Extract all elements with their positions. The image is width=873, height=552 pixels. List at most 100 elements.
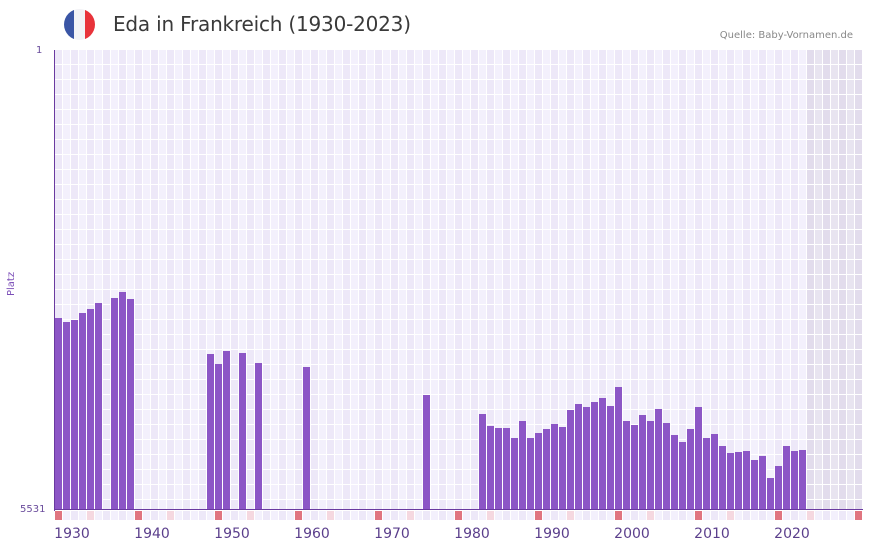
bar-1985[interactable] [495, 428, 502, 510]
grid-cell [215, 185, 222, 199]
grid-cell [127, 215, 134, 229]
grid-cell [511, 200, 518, 214]
bar-2005[interactable] [655, 409, 662, 510]
grid-cell [63, 260, 70, 274]
grid-cell [415, 260, 422, 274]
bar-1986[interactable] [503, 428, 510, 510]
grid-cell [367, 485, 374, 499]
bar-2010[interactable] [695, 407, 702, 510]
grid-cell [279, 260, 286, 274]
bar-1996[interactable] [583, 407, 590, 510]
bar-1990[interactable] [535, 433, 542, 510]
grid-cell [631, 185, 638, 199]
grid-cell [135, 335, 142, 349]
bar-1955[interactable] [255, 363, 262, 510]
grid-cell [151, 110, 158, 124]
bar-1938[interactable] [119, 292, 126, 510]
bar-2002[interactable] [631, 425, 638, 510]
grid-cell [551, 185, 558, 199]
grid-cell [231, 455, 238, 469]
bar-1995[interactable] [575, 404, 582, 510]
grid-cell [847, 425, 854, 439]
grid-cell [191, 350, 198, 364]
bar-1951[interactable] [223, 351, 230, 510]
bar-1997[interactable] [591, 402, 598, 510]
grid-cell [703, 320, 710, 334]
bar-2020[interactable] [775, 466, 782, 510]
bar-2015[interactable] [735, 452, 742, 510]
bar-2004[interactable] [647, 421, 654, 510]
grid-cell [135, 80, 142, 94]
bar-1939[interactable] [127, 299, 134, 510]
bar-1932[interactable] [71, 320, 78, 510]
bar-1987[interactable] [511, 438, 518, 510]
grid-cell [71, 155, 78, 169]
grid-cell [471, 155, 478, 169]
bar-2007[interactable] [671, 435, 678, 510]
grid-cell [663, 305, 670, 319]
grid-cell [479, 110, 486, 124]
bar-1992[interactable] [551, 424, 558, 510]
bar-2006[interactable] [663, 423, 670, 510]
bar-2014[interactable] [727, 453, 734, 510]
bar-1998[interactable] [599, 398, 606, 510]
grid-cell [663, 290, 670, 304]
bar-1976[interactable] [423, 395, 430, 510]
bar-2023[interactable] [799, 450, 806, 510]
grid-cell [199, 395, 206, 409]
grid-cell [415, 140, 422, 154]
grid-cell [207, 260, 214, 274]
bar-1991[interactable] [543, 429, 550, 510]
grid-cell [191, 470, 198, 484]
bar-1950[interactable] [215, 364, 222, 510]
bar-2016[interactable] [743, 451, 750, 510]
grid-cell [367, 335, 374, 349]
bar-1937[interactable] [111, 298, 118, 510]
year-marker [351, 511, 358, 520]
grid-cell [359, 305, 366, 319]
bar-2012[interactable] [711, 434, 718, 510]
bar-1999[interactable] [607, 406, 614, 510]
grid-cell [831, 215, 838, 229]
grid-cell [103, 245, 110, 259]
grid-cell [447, 155, 454, 169]
bar-1984[interactable] [487, 426, 494, 510]
grid-cell [343, 140, 350, 154]
bar-1935[interactable] [95, 303, 102, 510]
bar-1989[interactable] [527, 438, 534, 510]
grid-cell [215, 260, 222, 274]
bar-2018[interactable] [759, 456, 766, 510]
bar-2008[interactable] [679, 442, 686, 510]
bar-2013[interactable] [719, 446, 726, 510]
bar-1988[interactable] [519, 421, 526, 510]
bar-1930[interactable] [55, 318, 62, 510]
grid-cell [471, 95, 478, 109]
bar-1934[interactable] [87, 309, 94, 510]
bar-2019[interactable] [767, 478, 774, 510]
bar-1983[interactable] [479, 414, 486, 510]
grid-cell [463, 305, 470, 319]
grid-cell [191, 275, 198, 289]
grid-cell [463, 470, 470, 484]
bar-1994[interactable] [567, 410, 574, 510]
grid-cell [495, 95, 502, 109]
bar-2001[interactable] [623, 421, 630, 510]
bar-2000[interactable] [615, 387, 622, 510]
bar-1931[interactable] [63, 322, 70, 510]
grid-cell [327, 230, 334, 244]
bar-2009[interactable] [687, 429, 694, 510]
bar-2017[interactable] [751, 460, 758, 510]
bar-1949[interactable] [207, 354, 214, 510]
bar-1953[interactable] [239, 353, 246, 510]
bar-2011[interactable] [703, 438, 710, 510]
grid-cell [103, 365, 110, 379]
grid-cell [727, 350, 734, 364]
grid-cell [199, 365, 206, 379]
bar-1993[interactable] [559, 427, 566, 510]
bar-2021[interactable] [783, 446, 790, 510]
grid-cell [399, 395, 406, 409]
bar-1961[interactable] [303, 367, 310, 510]
bar-2022[interactable] [791, 451, 798, 510]
bar-1933[interactable] [79, 313, 86, 510]
bar-2003[interactable] [639, 415, 646, 510]
